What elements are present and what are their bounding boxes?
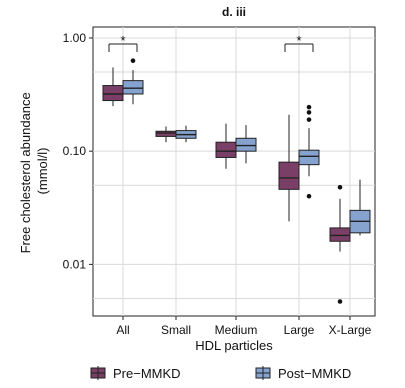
y-axis-title-line-1: Free cholesterol abundance — [18, 92, 33, 253]
box — [278, 161, 300, 190]
x-tick-label: X-Large — [329, 323, 372, 337]
outlier-point — [306, 110, 312, 115]
outlier-point — [337, 184, 343, 190]
box — [235, 137, 257, 152]
significance-markers: * * — [108, 33, 314, 52]
y-tick-label: 0.10 — [63, 144, 87, 158]
x-tick-label: Large — [284, 323, 315, 337]
box-series-group — [102, 58, 371, 304]
chart-title: d. iii — [222, 5, 246, 19]
x-tick-label: Small — [161, 323, 191, 337]
x-axis-ticks: All Small Medium Large X-Large — [116, 316, 372, 337]
x-tick-label: All — [116, 323, 129, 337]
y-tick-label: 0.01 — [63, 257, 87, 271]
y-axis-ticks: 1.00 0.10 0.01 — [63, 31, 93, 271]
legend-label: Post−MMKD — [278, 366, 351, 381]
box — [122, 80, 144, 95]
outlier-point — [306, 117, 312, 122]
x-axis-title: HDL particles — [195, 338, 273, 353]
box — [215, 141, 237, 158]
significance-star: * — [120, 33, 125, 48]
y-tick-label: 1.00 — [63, 31, 87, 45]
plot-area — [92, 26, 376, 317]
legend-label: Pre−MMKD — [113, 366, 181, 381]
outlier-point — [337, 299, 343, 304]
box — [102, 85, 124, 102]
x-tick-label: Medium — [215, 323, 258, 337]
box — [298, 149, 320, 166]
y-axis-title-line-2: (mmol/l) — [35, 148, 50, 195]
significance-star: * — [296, 33, 301, 48]
outlier-point — [130, 58, 136, 63]
legend: Pre−MMKD Post−MMKD — [90, 366, 351, 381]
outlier-point — [306, 193, 312, 199]
box — [329, 227, 351, 242]
outlier-point — [306, 104, 312, 110]
box — [155, 130, 177, 137]
gridlines — [93, 27, 375, 316]
y-axis-title: Free cholesterol abundance (mmol/l) — [18, 89, 50, 254]
